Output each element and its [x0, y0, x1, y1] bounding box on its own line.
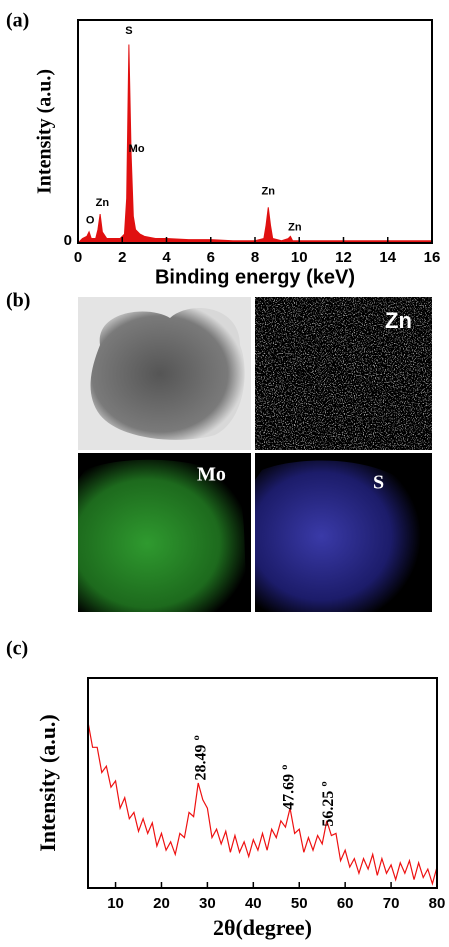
peak-label: 28.49 º	[193, 735, 210, 780]
x-tick-label: 80	[429, 895, 446, 912]
spectrum-area	[76, 44, 433, 244]
x-axis-label: 2θ(degree)	[213, 915, 312, 940]
x-tick-label: 20	[153, 895, 170, 912]
panel-label: (c)	[6, 638, 28, 660]
peak-label: Zn	[262, 186, 276, 198]
panel-label: (b)	[6, 290, 30, 312]
x-tick-label: 30	[199, 895, 216, 912]
peak-label: S	[125, 25, 132, 37]
x-tick-label: 60	[337, 895, 354, 912]
x-tick-label: 50	[291, 895, 308, 912]
x-tick-label: 4	[162, 249, 171, 266]
x-tick-label: 10	[107, 895, 124, 912]
particle	[90, 308, 245, 440]
panel-b: (b) Zn Mo S	[6, 290, 432, 612]
y-axis-label: Intensity (a.u.)	[35, 714, 60, 852]
x-tick-label: 16	[424, 249, 441, 266]
x-tick-label: 40	[245, 895, 262, 912]
zn-dots	[255, 297, 432, 450]
y-axis-label: Intensity (a.u.)	[34, 69, 56, 194]
x-tick-label: 14	[379, 249, 396, 266]
x-axis-label: Binding energy (keV)	[155, 266, 355, 288]
pattern-line	[87, 721, 438, 886]
x-tick-label: 6	[207, 249, 215, 266]
x-tick-label: 2	[118, 249, 126, 266]
x-tick-label: 0	[74, 249, 82, 266]
x-tick-label: 8	[251, 249, 259, 266]
map-label: S	[373, 472, 384, 494]
panel-label: (a)	[6, 10, 29, 32]
x-tick-label: 70	[383, 895, 400, 912]
peak-label: Zn	[288, 221, 302, 233]
s-signal	[255, 460, 421, 612]
plot-frame	[87, 677, 438, 889]
x-tick-label: 12	[335, 249, 352, 266]
map-label: Zn	[385, 308, 412, 333]
peak-label: Mo	[129, 143, 145, 155]
peak-label: Zn	[96, 197, 110, 209]
peak-label: O	[86, 215, 95, 227]
map-label: Mo	[197, 464, 226, 486]
mo-signal	[78, 459, 251, 612]
peak-label: 56.25 º	[320, 781, 337, 826]
peak-label: 47.69 º	[281, 765, 298, 810]
y-tick-label: 0	[64, 232, 72, 249]
x-tick-label: 10	[291, 249, 308, 266]
